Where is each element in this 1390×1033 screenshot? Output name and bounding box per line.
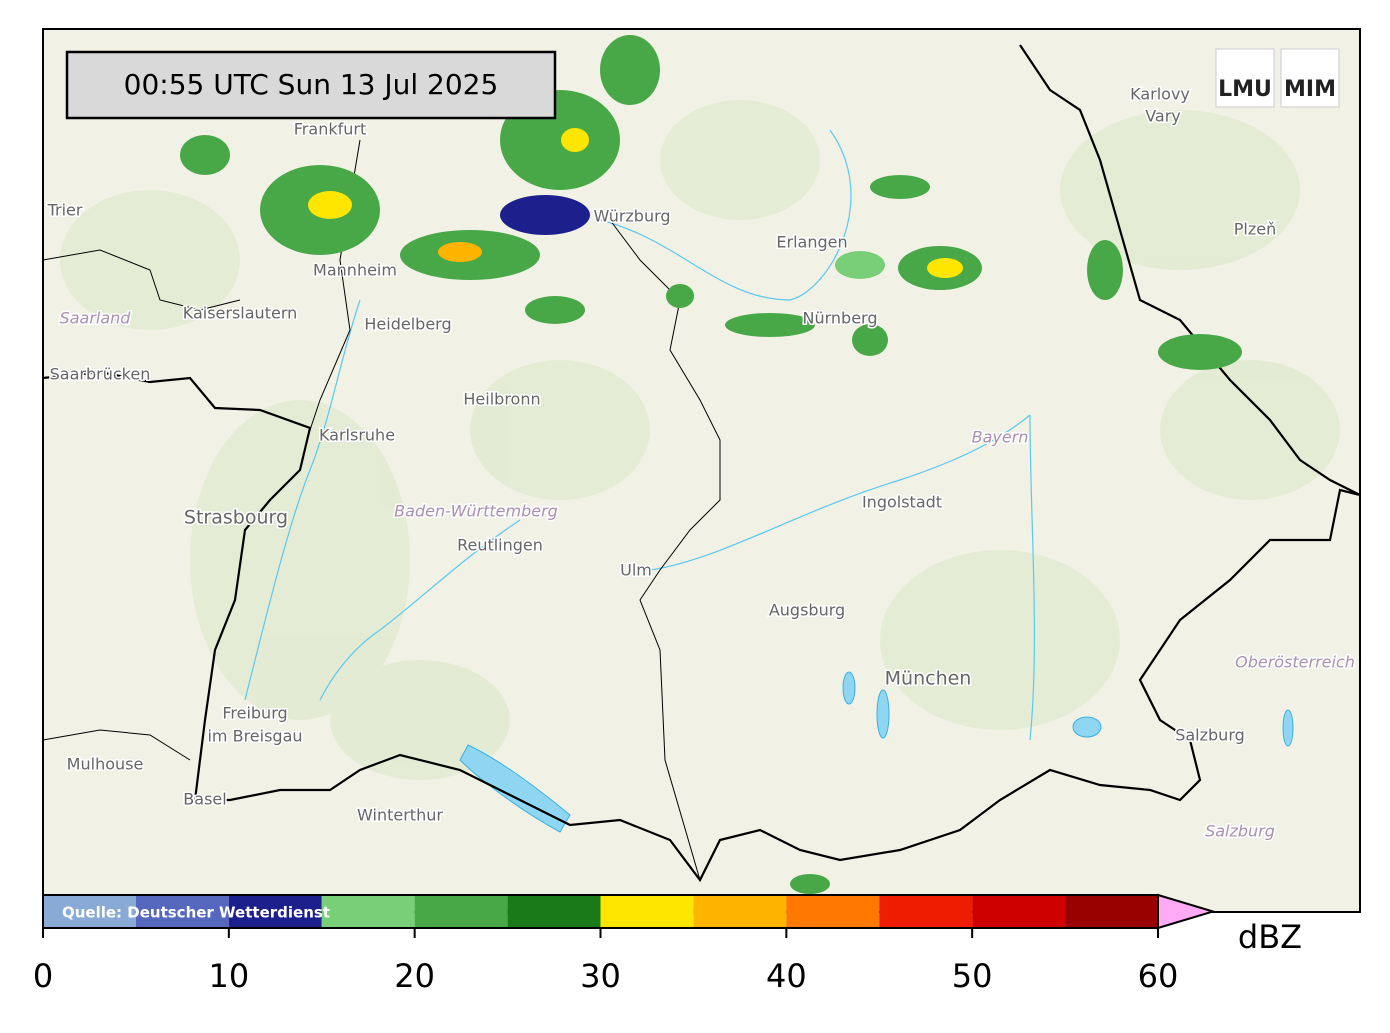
place-label: Oberösterreich xyxy=(1235,653,1355,672)
place-label: Bayern xyxy=(972,428,1029,447)
place-label: Karlovy xyxy=(1130,85,1190,104)
place-label: Plzeň xyxy=(1234,220,1276,239)
colorbar-bin xyxy=(507,895,601,928)
logo-text: LMU xyxy=(1218,77,1272,102)
colorbar: 0 10 20 30 40 50 60 dBZ Quelle: Deutscher Wetter… xyxy=(33,893,1302,995)
place-label: Saarbrücken xyxy=(50,365,151,384)
borders xyxy=(42,44,1361,883)
colorbar-tick-label: 40 xyxy=(766,957,807,995)
colorbar-unit: dBZ xyxy=(1238,918,1302,956)
place-label: Karlsruhe xyxy=(319,426,395,445)
place-label: Heilbronn xyxy=(463,390,540,409)
place-label: Kaiserslautern xyxy=(183,304,298,323)
colorbar-tick-label: 30 xyxy=(580,957,621,995)
colorbar-bin xyxy=(786,895,880,928)
colorbar-bin xyxy=(135,895,229,928)
colorbar-bin xyxy=(600,895,694,928)
place-label: Heidelberg xyxy=(364,315,451,334)
place-label: im Breisgau xyxy=(207,727,302,746)
place-label: Saarland xyxy=(60,309,132,328)
colorbar-tick-label: 50 xyxy=(952,957,993,995)
place-label: Augsburg xyxy=(769,601,845,620)
place-label: Trier xyxy=(47,201,83,220)
logo-text: MIM xyxy=(1284,77,1336,102)
colorbar-bin xyxy=(43,895,136,928)
place-label: Erlangen xyxy=(776,233,847,252)
radar-echoes xyxy=(180,35,1242,894)
place-label: Salzburg xyxy=(1205,822,1275,841)
place-label: Freiburg xyxy=(222,704,287,723)
place-label: Nürnberg xyxy=(803,309,878,328)
place-label: Reutlingen xyxy=(457,536,543,555)
colorbar-tick-label: 10 xyxy=(208,957,249,995)
colorbar-bin xyxy=(1065,895,1158,928)
timestamp-box xyxy=(65,50,557,120)
place-label: Strasbourg xyxy=(184,507,288,529)
place-label: München xyxy=(885,668,972,690)
rivers xyxy=(244,129,1036,741)
place-label: Ingolstadt xyxy=(862,493,942,512)
place-label: Basel xyxy=(183,790,226,809)
place-label: Mannheim xyxy=(313,261,397,280)
place-label: Baden-Württemberg xyxy=(394,502,558,521)
colorbar-tick-label: 60 xyxy=(1138,957,1179,995)
colorbar-tick-label: 20 xyxy=(394,957,435,995)
place-label: Salzburg xyxy=(1175,726,1245,745)
logo-box xyxy=(1215,48,1275,108)
logos: LMU MIM xyxy=(1215,48,1340,108)
place-label: Vary xyxy=(1145,107,1181,126)
colorbar-tick-label: 0 xyxy=(33,957,53,995)
place-label: Würzburg xyxy=(593,207,670,226)
colorbar-bin xyxy=(228,895,322,928)
place-label: Mulhouse xyxy=(67,755,144,774)
place-label: Ulm xyxy=(620,561,652,580)
timestamp: 00:55 UTC Sun 13 Jul 2025 xyxy=(124,68,499,101)
colorbar-bin xyxy=(879,895,973,928)
colorbar-bin xyxy=(972,895,1066,928)
logo-box xyxy=(1280,48,1340,108)
place-label: Winterthur xyxy=(357,806,443,825)
colorbar-bin xyxy=(693,895,787,928)
colorbar-bin xyxy=(321,895,415,928)
source-note: Quelle: Deutscher Wetterdienst xyxy=(62,904,330,922)
place-labels: Trier Saarland Kaiserslautern Saarbrücken Ma… xyxy=(45,83,1356,842)
colorbar-bin xyxy=(414,895,508,928)
place-label: Frankfurt xyxy=(294,120,366,139)
